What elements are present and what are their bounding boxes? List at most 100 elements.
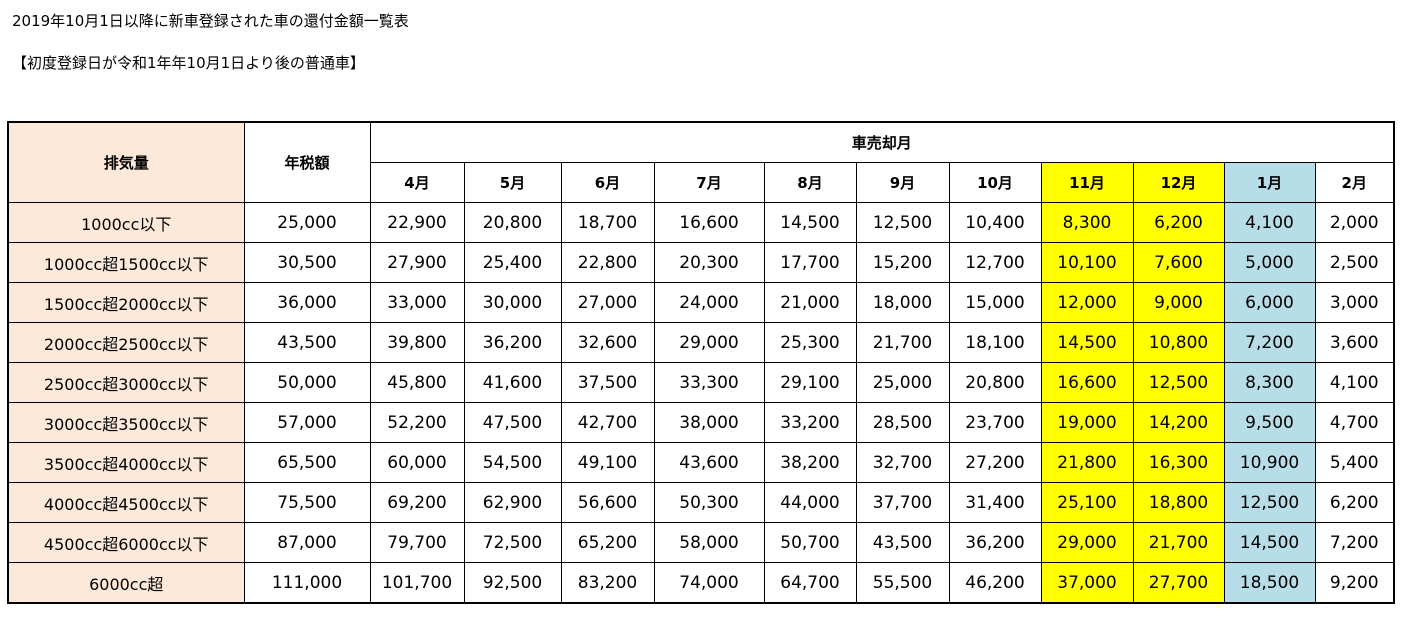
refund-cell: 60,000	[369, 442, 465, 483]
table-row: 6000cc超 111,000 101,700 92,500 83,200 74,000 6…	[7, 562, 1395, 604]
table-row: 2000cc超2500cc以下 43,500 39,800 36,200 32,600 2…	[7, 322, 1395, 363]
annual-tax-cell: 87,000	[243, 522, 371, 563]
refund-cell: 69,200	[369, 482, 465, 523]
refund-cell: 29,100	[763, 362, 857, 403]
header-annual-tax: 年税額	[243, 121, 371, 203]
displacement-cell: 1500cc超2000cc以下	[7, 282, 245, 323]
header-displacement: 排気量	[7, 121, 245, 203]
month-header: 4月	[369, 162, 465, 203]
refund-cell: 83,200	[560, 562, 655, 604]
table-row: 4000cc超4500cc以下 75,500 69,200 62,900 56,600 5…	[7, 482, 1395, 523]
refund-cell: 55,500	[855, 562, 950, 604]
refund-cell: 27,200	[948, 442, 1042, 483]
refund-cell: 38,200	[763, 442, 857, 483]
refund-cell: 16,600	[653, 202, 765, 243]
refund-cell: 32,700	[855, 442, 950, 483]
refund-cell: 14,200	[1132, 402, 1225, 443]
refund-cell: 15,000	[948, 282, 1042, 323]
refund-cell: 50,300	[653, 482, 765, 523]
displacement-cell: 1000cc超1500cc以下	[7, 242, 245, 283]
refund-cell: 37,700	[855, 482, 950, 523]
refund-cell: 7,600	[1132, 242, 1225, 283]
month-header: 11月	[1040, 162, 1134, 203]
month-header: 5月	[463, 162, 562, 203]
refund-cell: 25,300	[763, 322, 857, 363]
table-row: 1000cc以下 25,000 22,900 20,800 18,700 16,600 14…	[7, 202, 1395, 243]
table-row: 3500cc超4000cc以下 65,500 60,000 54,500 49,100 4…	[7, 442, 1395, 483]
refund-cell: 24,000	[653, 282, 765, 323]
refund-cell: 29,000	[1040, 522, 1134, 563]
refund-cell: 19,000	[1040, 402, 1134, 443]
month-header: 12月	[1132, 162, 1225, 203]
annual-tax-cell: 50,000	[243, 362, 371, 403]
refund-cell: 18,100	[948, 322, 1042, 363]
annual-tax-cell: 43,500	[243, 322, 371, 363]
month-header: 1月	[1223, 162, 1316, 203]
refund-cell: 6,200	[1314, 482, 1395, 523]
displacement-cell: 4500cc超6000cc以下	[7, 522, 245, 563]
refund-cell: 52,200	[369, 402, 465, 443]
refund-cell: 54,500	[463, 442, 562, 483]
month-header: 8月	[763, 162, 857, 203]
refund-cell: 43,500	[855, 522, 950, 563]
refund-cell: 64,700	[763, 562, 857, 604]
refund-cell: 10,900	[1223, 442, 1316, 483]
refund-cell: 12,000	[1040, 282, 1134, 323]
refund-cell: 36,200	[948, 522, 1042, 563]
table-row: 4500cc超6000cc以下 87,000 79,700 72,500 65,200 5…	[7, 522, 1395, 563]
refund-cell: 27,000	[560, 282, 655, 323]
month-header: 2月	[1314, 162, 1395, 203]
refund-cell: 79,700	[369, 522, 465, 563]
refund-cell: 5,000	[1223, 242, 1316, 283]
refund-cell: 9,500	[1223, 402, 1316, 443]
refund-cell: 14,500	[1223, 522, 1316, 563]
refund-cell: 92,500	[463, 562, 562, 604]
refund-cell: 22,800	[560, 242, 655, 283]
refund-cell: 6,200	[1132, 202, 1225, 243]
refund-cell: 12,500	[855, 202, 950, 243]
displacement-cell: 2000cc超2500cc以下	[7, 322, 245, 363]
refund-cell: 2,000	[1314, 202, 1395, 243]
refund-cell: 36,200	[463, 322, 562, 363]
refund-cell: 33,000	[369, 282, 465, 323]
annual-tax-cell: 25,000	[243, 202, 371, 243]
refund-cell: 25,100	[1040, 482, 1134, 523]
annual-tax-cell: 30,500	[243, 242, 371, 283]
refund-cell: 27,700	[1132, 562, 1225, 604]
displacement-cell: 1000cc以下	[7, 202, 245, 243]
annual-tax-cell: 75,500	[243, 482, 371, 523]
refund-cell: 12,500	[1132, 362, 1225, 403]
displacement-cell: 2500cc超3000cc以下	[7, 362, 245, 403]
refund-cell: 21,000	[763, 282, 857, 323]
refund-cell: 3,600	[1314, 322, 1395, 363]
refund-cell: 2,500	[1314, 242, 1395, 283]
refund-cell: 101,700	[369, 562, 465, 604]
refund-cell: 4,100	[1223, 202, 1316, 243]
refund-cell: 18,800	[1132, 482, 1225, 523]
displacement-cell: 6000cc超	[7, 562, 245, 604]
refund-cell: 21,800	[1040, 442, 1134, 483]
refund-cell: 8,300	[1223, 362, 1316, 403]
refund-cell: 47,500	[463, 402, 562, 443]
refund-cell: 65,200	[560, 522, 655, 563]
refund-cell: 33,200	[763, 402, 857, 443]
refund-table: 排気量 年税額 車売却月 4月 5月 6月 7月 8月 9月 10月 11月 12月 1月 2月 1…	[7, 121, 1395, 604]
month-header: 7月	[653, 162, 765, 203]
refund-cell: 28,500	[855, 402, 950, 443]
refund-cell: 45,800	[369, 362, 465, 403]
refund-cell: 23,700	[948, 402, 1042, 443]
refund-cell: 17,700	[763, 242, 857, 283]
refund-cell: 27,900	[369, 242, 465, 283]
refund-cell: 10,800	[1132, 322, 1225, 363]
refund-cell: 32,600	[560, 322, 655, 363]
refund-cell: 33,300	[653, 362, 765, 403]
displacement-cell: 4000cc超4500cc以下	[7, 482, 245, 523]
table-row: 1000cc超1500cc以下 30,500 27,900 25,400 22,800 2…	[7, 242, 1395, 283]
refund-cell: 4,700	[1314, 402, 1395, 443]
annual-tax-cell: 36,000	[243, 282, 371, 323]
refund-cell: 9,000	[1132, 282, 1225, 323]
refund-cell: 50,700	[763, 522, 857, 563]
refund-cell: 12,500	[1223, 482, 1316, 523]
displacement-cell: 3500cc超4000cc以下	[7, 442, 245, 483]
displacement-cell: 3000cc超3500cc以下	[7, 402, 245, 443]
